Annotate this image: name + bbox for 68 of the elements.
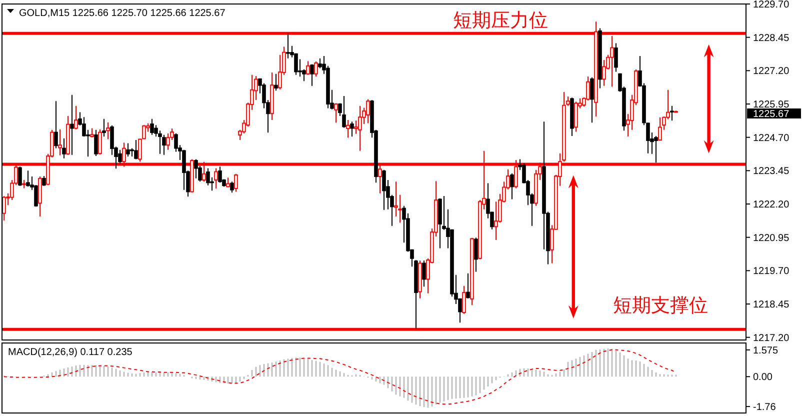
candlestick (466, 272, 470, 299)
candlestick (70, 94, 74, 156)
candlestick (166, 132, 170, 150)
y-tick-label: 1223.45 (753, 166, 790, 178)
candlestick (658, 116, 662, 142)
y-tick-label: 1217.20 (753, 332, 790, 344)
line-series (4, 349, 676, 405)
candlestick (90, 128, 94, 138)
candlestick (354, 120, 358, 134)
candlestick (654, 136, 658, 164)
candlestick (234, 173, 238, 192)
candlestick (422, 260, 426, 288)
candlestick (74, 105, 78, 130)
candlestick (18, 166, 22, 186)
text: 1225.67 (753, 108, 790, 120)
candlestick (670, 105, 674, 122)
candlestick (590, 76, 594, 124)
chart-title: MACD(12,26,9) 0.117 0.235 (8, 347, 133, 358)
ref-line-label: 短期支撑位 (612, 295, 708, 316)
candlestick (366, 98, 370, 124)
candlestick (614, 42, 618, 72)
candlestick (218, 166, 222, 184)
candlestick (230, 181, 234, 194)
candlestick (94, 129, 98, 156)
candlestick (306, 60, 310, 76)
candlestick (510, 172, 514, 200)
candlestick (102, 118, 106, 138)
candlestick (274, 73, 278, 92)
y-tick-label: 1.575 (753, 345, 778, 356)
y-tick-label: 1222.20 (753, 200, 790, 210)
candlestick (134, 140, 138, 160)
candlestick (286, 32, 290, 59)
candlestick (54, 100, 58, 149)
y-tick-label: 1224.70 (753, 132, 790, 144)
candlestick (310, 64, 314, 86)
candlestick (62, 138, 66, 159)
candlestick (334, 102, 338, 124)
ref-line-label: 短期压力位 (452, 10, 548, 32)
candlestick (106, 122, 110, 140)
candlestick (126, 142, 130, 158)
candlestick (382, 169, 386, 210)
candlestick (150, 118, 154, 136)
candlestick (26, 170, 30, 188)
y-tick-label: 1219.70 (753, 266, 790, 278)
candlestick (574, 101, 578, 132)
candlestick (350, 121, 354, 138)
y-tick-label: 1229.70 (753, 0, 790, 10)
candlestick (42, 176, 46, 186)
candlestick (98, 128, 102, 155)
candlestick (346, 120, 350, 138)
y-tick-label: 1227.20 (753, 66, 790, 78)
y-tick-label: 0.00 (753, 372, 773, 384)
candlestick (194, 158, 198, 179)
candlestick (358, 105, 362, 152)
chart-title: GOLD,M15 1225.66 1225.70 1225.66 1225.67 (19, 8, 226, 19)
candlestick (474, 237, 478, 272)
candlestick (462, 285, 466, 314)
candlestick (214, 168, 218, 190)
y-tick-label: 1218.45 (753, 300, 790, 310)
y-tick-label: -1.76 (753, 402, 776, 414)
candlestick (2, 196, 6, 222)
y-tick-label: 1220.95 (753, 232, 790, 244)
candlestick (314, 60, 318, 78)
candlestick (58, 128, 62, 156)
y-tick-label: 1228.45 (753, 32, 790, 44)
candlestick (342, 96, 346, 128)
y-tick-label: 1225.95 (753, 100, 790, 110)
candlestick (162, 134, 166, 156)
